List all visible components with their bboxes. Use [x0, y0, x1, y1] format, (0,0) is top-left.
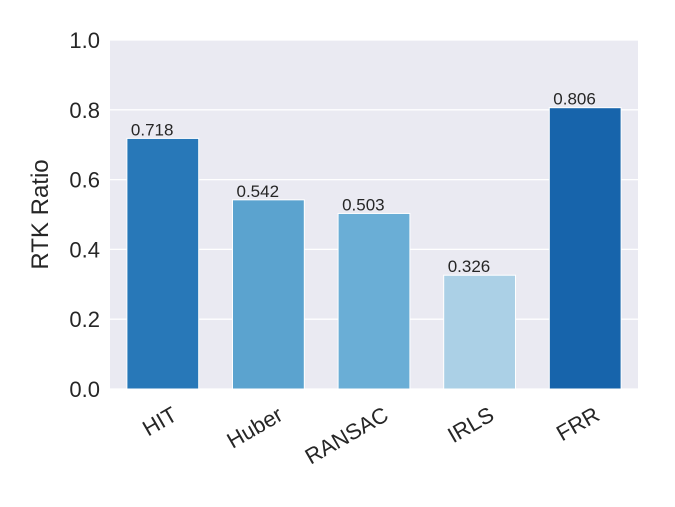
x-tick-label: HIT: [138, 402, 181, 441]
bar-huber: [231, 199, 305, 390]
y-tick-labels: 0.0 0.2 0.4 0.6 0.8 1.0: [69, 28, 100, 402]
bar-value-label: 0.503: [342, 195, 385, 214]
bars: [126, 107, 622, 390]
bar-value-label: 0.542: [236, 182, 279, 201]
bar-irls: [443, 274, 517, 390]
bar-value-label: 0.806: [553, 90, 596, 109]
x-tick-label: Huber: [223, 402, 287, 454]
y-tick-label: 0.8: [69, 98, 100, 123]
x-tick-label: IRLS: [443, 402, 498, 448]
bar-value-label: 0.326: [448, 257, 491, 276]
x-tick-label: RANSAC: [301, 402, 393, 470]
bar-ransac: [337, 212, 411, 390]
bar-frr: [548, 107, 622, 390]
x-tick-label: FRR: [552, 402, 604, 446]
bar-value-label: 0.718: [131, 120, 174, 139]
y-tick-label: 1.0: [69, 28, 100, 53]
bar-hit: [126, 137, 200, 390]
y-axis-label: RTK Ratio: [27, 159, 54, 269]
y-tick-label: 0.0: [69, 377, 100, 402]
bar-value-labels: 0.718 0.542 0.503 0.326 0.806: [131, 90, 596, 277]
x-tick-labels: HIT Huber RANSAC IRLS FRR: [138, 402, 604, 470]
y-tick-label: 0.6: [69, 168, 100, 193]
y-tick-label: 0.4: [69, 237, 100, 262]
y-tick-label: 0.2: [69, 307, 100, 332]
